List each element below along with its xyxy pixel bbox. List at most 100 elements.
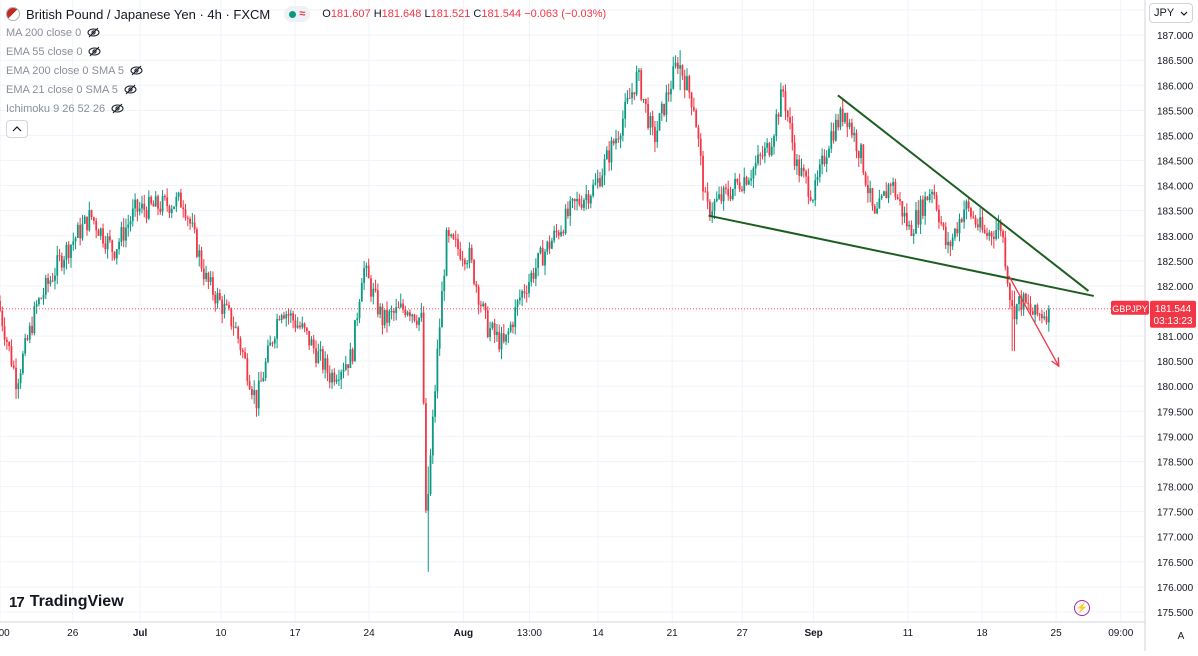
candle-body — [1038, 314, 1041, 316]
indicator-row[interactable]: EMA 200 close 0 SMA 5 — [6, 61, 606, 80]
candle-body — [463, 259, 466, 265]
candle-body — [523, 291, 526, 294]
candle-body — [862, 144, 865, 174]
last-price-label: 181.544 — [1155, 304, 1192, 315]
candle-body — [138, 208, 141, 212]
candle-body — [954, 228, 956, 238]
candle-body — [761, 155, 764, 157]
candle-body — [876, 208, 878, 214]
candle-body — [631, 92, 633, 98]
candle-body — [225, 303, 228, 305]
candle-body — [592, 184, 595, 196]
candle-body — [163, 196, 166, 198]
candle-body — [498, 331, 501, 350]
candle-body — [979, 217, 982, 228]
lightning-icon[interactable]: ⚡ — [1074, 600, 1090, 616]
auto-scale-button[interactable]: A — [1177, 630, 1185, 642]
candle-body — [791, 123, 794, 143]
candle-body — [409, 312, 411, 317]
candle-body — [484, 303, 487, 311]
candle-body — [741, 189, 743, 191]
candle-body — [670, 88, 672, 95]
candle-body — [793, 142, 796, 166]
candle-body — [468, 247, 471, 264]
candle-body — [60, 255, 63, 268]
candle-body — [704, 191, 707, 193]
candle-body — [83, 216, 86, 224]
candle-body — [269, 342, 272, 346]
eye-off-icon[interactable] — [130, 64, 143, 77]
candle-body — [285, 314, 288, 319]
forecast-arrow-line[interactable] — [1008, 275, 1060, 367]
candle-body — [145, 210, 148, 219]
candle-body — [461, 259, 464, 261]
candle-body — [118, 241, 120, 250]
candle-body — [594, 182, 597, 185]
candle-body — [374, 288, 377, 291]
candle-body — [26, 338, 29, 340]
symbol-title[interactable]: British Pound / Japanese Yen · 4h · FXCM — [26, 6, 271, 22]
candle-body — [633, 92, 636, 95]
candle-body — [33, 306, 36, 334]
indicator-label: MA 200 close 0 — [6, 26, 82, 39]
candle-body — [921, 199, 924, 216]
indicator-row[interactable]: EMA 55 close 0 — [6, 42, 606, 61]
candle-body — [988, 232, 991, 236]
candle-body — [571, 198, 574, 201]
countdown-label: 03:13:23 — [1154, 316, 1193, 327]
candle-body — [51, 280, 54, 282]
eye-off-icon[interactable] — [87, 26, 100, 39]
candle-body — [413, 314, 416, 321]
indicator-row[interactable]: Ichimoku 9 26 52 26 — [6, 99, 606, 118]
candle-body — [1027, 302, 1030, 305]
indicator-label: EMA 55 close 0 — [6, 45, 83, 58]
candle-body — [58, 255, 61, 257]
candle-body — [447, 230, 450, 237]
candle-body — [198, 250, 201, 257]
trendline-upper[interactable] — [837, 94, 1090, 292]
candle-body — [321, 349, 324, 370]
x-tick-label: 25 — [1051, 628, 1063, 639]
candle-body — [718, 194, 720, 199]
candle-body — [56, 255, 59, 276]
candle-body — [200, 250, 203, 269]
candle-body — [365, 265, 368, 269]
eye-off-icon[interactable] — [124, 83, 137, 96]
tradingview-mark-icon: 17 — [9, 593, 25, 611]
candle-body — [253, 389, 256, 396]
candle-body — [273, 338, 276, 344]
tradingview-logo[interactable]: 17 TradingView — [9, 593, 124, 611]
candle-body — [241, 350, 244, 353]
candle-body — [338, 379, 340, 381]
x-tick-label: 17 — [289, 628, 301, 639]
trendline-lower[interactable] — [708, 214, 1095, 297]
candle-body — [466, 263, 469, 265]
candle-body — [234, 327, 237, 329]
candle-body — [709, 201, 711, 216]
y-tick-label: 184.000 — [1157, 182, 1194, 193]
candle-body — [871, 188, 874, 206]
collapse-legend-button[interactable] — [6, 120, 28, 138]
candle-body — [782, 89, 785, 92]
currency-selector[interactable]: JPY — [1149, 3, 1193, 23]
eye-off-icon[interactable] — [88, 45, 101, 58]
indicator-row[interactable]: EMA 21 close 0 SMA 5 — [6, 80, 606, 99]
candle-body — [397, 307, 400, 309]
candle-body — [8, 341, 11, 347]
candle-body — [209, 277, 212, 282]
x-tick-label: Jul — [133, 628, 148, 639]
candle-body — [853, 132, 856, 136]
y-tick-label: 184.500 — [1157, 157, 1194, 168]
candle-body — [402, 303, 404, 310]
candle-body — [809, 196, 812, 201]
x-tick-label: 21 — [667, 628, 679, 639]
candle-body — [699, 138, 702, 156]
market-status-pill[interactable]: ≈ — [284, 6, 311, 22]
y-tick-label: 186.500 — [1157, 56, 1194, 67]
eye-off-icon[interactable] — [111, 102, 124, 115]
indicator-row[interactable]: MA 200 close 0 — [6, 23, 606, 42]
candle-body — [159, 208, 162, 212]
y-tick-label: 179.000 — [1157, 432, 1194, 443]
